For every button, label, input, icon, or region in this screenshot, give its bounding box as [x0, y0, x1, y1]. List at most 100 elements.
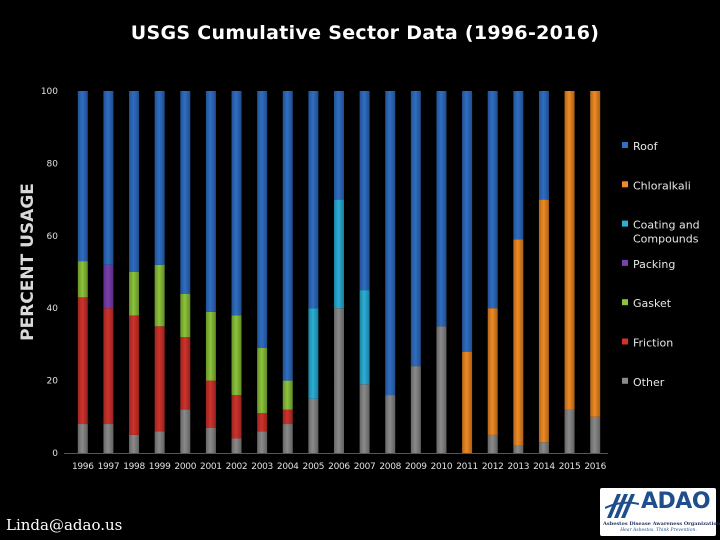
- legend-swatch-coating-and-compounds: [622, 220, 628, 227]
- bar-segment-friction-2002: [231, 395, 242, 439]
- bar-segment-friction-2000: [180, 337, 191, 410]
- bar-segment-gasket-1996: [77, 261, 88, 298]
- bar-segment-gasket-2001: [205, 311, 216, 381]
- stacked-bar-chart: PERCENT USAGE 0 20 40 60 80 100 1996 1997 1998 199…: [18, 87, 700, 472]
- legend-label-roof: Roof: [633, 140, 659, 153]
- legend-swatch-roof: [622, 142, 628, 148]
- y-tick-label: 80: [47, 159, 59, 169]
- legend-label-packing: Packing: [633, 258, 675, 271]
- legend-swatch-friction: [622, 338, 628, 345]
- y-axis-label: PERCENT USAGE: [18, 183, 38, 341]
- legend-swatch-other: [622, 377, 628, 384]
- x-tick-label: 1998: [123, 462, 145, 472]
- bar-segment-other-2009: [410, 366, 421, 453]
- bar-segment-friction-1999: [154, 326, 165, 432]
- bar-segment-roof-2013: [513, 91, 524, 240]
- bar-segment-other-2005: [308, 398, 319, 453]
- bar-segment-other-1999: [154, 431, 165, 453]
- bar-segment-gasket-2003: [257, 348, 268, 414]
- legend-label-chloralkali: Chloralkali: [633, 179, 691, 192]
- bar-segment-chloralkali-2012: [487, 308, 498, 435]
- x-tick-label: 2006: [328, 462, 350, 472]
- x-tick-label: 2014: [533, 462, 555, 472]
- bar-segment-coating-and-compounds-2006: [334, 199, 344, 309]
- x-tick-label: 2015: [559, 462, 581, 472]
- x-tick-label: 2007: [354, 462, 376, 472]
- bar-segment-roof-2001: [205, 91, 216, 312]
- x-tick-label: 2001: [200, 462, 222, 472]
- logo-tagline: Hear Asbestos. Think Prevention.: [620, 528, 697, 533]
- bar-segment-roof-2009: [410, 91, 421, 367]
- x-tick-label: 1999: [149, 462, 171, 472]
- bar-segment-roof-1996: [77, 91, 88, 262]
- x-tick-label: 2005: [303, 462, 325, 472]
- bar-segment-other-2008: [385, 395, 396, 453]
- adao-swoosh-icon: [605, 494, 639, 518]
- x-tick-label: 2004: [277, 462, 299, 472]
- y-tick-label: 0: [52, 449, 58, 459]
- x-tick-label: 2008: [379, 462, 401, 472]
- bar-segment-chloralkali-2014: [538, 199, 549, 443]
- bar-segment-friction-1998: [129, 315, 140, 435]
- legend-label-gasket: Gasket: [633, 297, 672, 310]
- bar-segment-other-1997: [103, 424, 114, 453]
- bar-segment-roof-2004: [282, 91, 293, 381]
- bar-segment-roof-2006: [334, 91, 344, 200]
- bar-segment-other-2016: [590, 416, 601, 453]
- legend-label-other: Other: [633, 376, 665, 389]
- legend-swatch-packing: [622, 259, 628, 266]
- bar-segment-gasket-1998: [129, 272, 140, 316]
- bar-segment-roof-2012: [487, 91, 498, 309]
- bar-segment-roof-2010: [436, 91, 447, 327]
- bar-segment-friction-2001: [205, 380, 216, 428]
- bar-segment-other-2007: [359, 384, 370, 453]
- bar-segment-friction-2004: [282, 409, 293, 425]
- x-tick-label: 2000: [174, 462, 196, 472]
- bar-segment-other-2000: [180, 409, 191, 453]
- bar-segment-chloralkali-2013: [513, 239, 524, 446]
- x-tick-label: 2010: [431, 462, 453, 472]
- bar-segment-gasket-2000: [180, 293, 191, 338]
- bar-segment-friction-1996: [77, 297, 88, 425]
- logo-name: ADAO: [641, 489, 711, 514]
- logo-subtitle: Asbestos Disease Awareness Organization: [603, 521, 720, 527]
- legend-label-friction: Friction: [633, 337, 673, 350]
- bar-segment-friction-2003: [257, 413, 268, 432]
- bar-segment-packing-1997: [103, 264, 114, 309]
- chart-title: USGS Cumulative Sector Data (1996-2016): [130, 22, 600, 44]
- bar-segment-other-2015: [564, 409, 575, 453]
- x-tick-label: 1996: [72, 462, 94, 472]
- bar-segment-other-2010: [436, 326, 447, 453]
- legend-swatch-chloralkali: [622, 181, 628, 188]
- bar-segment-other-2001: [205, 427, 216, 453]
- bar-segment-roof-2003: [257, 91, 268, 349]
- bar-segment-roof-2000: [180, 91, 191, 294]
- x-tick-label: 2012: [482, 462, 504, 472]
- bar-segment-coating-and-compounds-2005: [308, 308, 319, 399]
- x-tick-label: 2009: [405, 462, 427, 472]
- bar-segment-friction-1997: [103, 308, 114, 425]
- bar-segment-other-2006: [334, 308, 344, 453]
- bar-segment-gasket-2004: [282, 380, 293, 410]
- credit-email[interactable]: Linda@adao.us: [6, 516, 123, 534]
- bar-segment-other-2014: [538, 442, 549, 453]
- legend-label-coating-and-compounds: Coating and: [633, 219, 700, 232]
- x-tick-label: 2013: [507, 462, 529, 472]
- bar-segment-chloralkali-2015: [564, 91, 575, 410]
- y-tick-label: 60: [47, 232, 59, 242]
- y-tick-label: 20: [47, 377, 59, 387]
- bar-segment-roof-2005: [308, 91, 319, 309]
- legend-label-coating-and-compounds: Compounds: [633, 233, 699, 246]
- bar-segment-other-2013: [513, 445, 524, 453]
- bar-segment-roof-1999: [154, 91, 165, 265]
- x-tick-label: 2002: [226, 462, 248, 472]
- bar-segment-coating-and-compounds-2007: [359, 290, 370, 385]
- y-tick-label: 40: [47, 304, 59, 314]
- adao-logo: ADAO Asbestos Disease Awareness Organiza…: [600, 488, 720, 536]
- bar-segment-roof-1998: [129, 91, 140, 272]
- y-tick-label: 100: [41, 87, 58, 97]
- bar-segment-roof-2008: [385, 91, 396, 396]
- bar-segment-gasket-2002: [231, 315, 242, 396]
- x-tick-label: 2003: [251, 462, 273, 472]
- x-tick-label: 1997: [98, 462, 120, 472]
